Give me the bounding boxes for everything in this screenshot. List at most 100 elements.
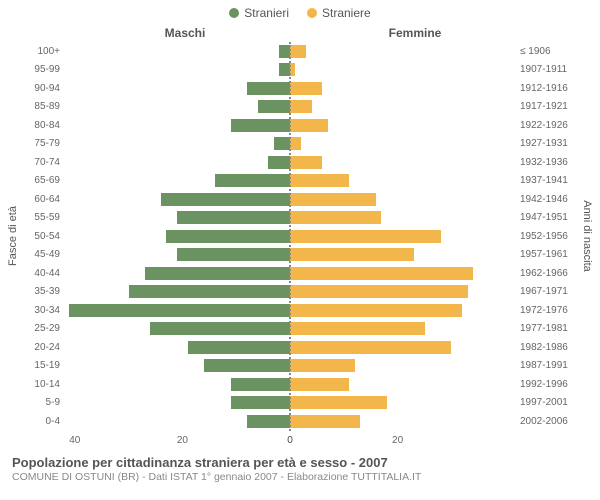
age-label: 5-9 [22,394,60,413]
bar-female [290,63,295,76]
age-label: 50-54 [22,227,60,246]
bar-female [290,322,425,335]
age-labels-column: 100+95-9990-9485-8980-8475-7970-7465-696… [22,42,64,431]
birth-year-label: 1962-1966 [520,264,578,283]
birth-year-label: 1967-1971 [520,283,578,302]
age-label: 55-59 [22,209,60,228]
bar-male [150,322,290,335]
bar-female [290,248,414,261]
age-label: 60-64 [22,190,60,209]
bar-female [290,193,376,206]
x-tick: 20 [177,435,188,446]
bar-female [290,304,462,317]
bar-male [231,119,290,132]
bar-male [145,267,290,280]
x-ticks-right: 0 20 [290,435,516,449]
age-label: 85-89 [22,98,60,117]
age-label: 0-4 [22,412,60,431]
bar-female [290,396,387,409]
bar-male [215,174,290,187]
age-label: 35-39 [22,283,60,302]
birth-year-label: 1937-1941 [520,172,578,191]
chart-footer: Popolazione per cittadinanza straniera p… [0,449,600,483]
birth-year-label: 1922-1926 [520,116,578,135]
bar-female [290,415,360,428]
age-label: 90-94 [22,79,60,98]
legend-swatch-male [229,8,239,18]
age-label: 10-14 [22,375,60,394]
chart-title: Popolazione per cittadinanza straniera p… [12,455,588,470]
bar-male [166,230,290,243]
bar-female [290,211,381,224]
birth-year-label: 1952-1956 [520,227,578,246]
birth-year-label: 1947-1951 [520,209,578,228]
age-label: 75-79 [22,135,60,154]
bar-male [279,45,290,58]
bar-male [231,378,290,391]
birth-year-label: 1942-1946 [520,190,578,209]
bar-male [279,63,290,76]
bar-male [188,341,290,354]
birth-year-label: 1907-1911 [520,61,578,80]
x-tick: 40 [69,435,80,446]
birth-year-label: 1957-1961 [520,246,578,265]
bar-female [290,341,451,354]
birth-year-label: 1932-1936 [520,153,578,172]
birth-year-label: 1972-1976 [520,301,578,320]
birth-year-label: 1977-1981 [520,320,578,339]
legend-swatch-female [307,8,317,18]
bar-female [290,45,306,58]
age-label: 40-44 [22,264,60,283]
bar-male [69,304,290,317]
bar-male [247,82,290,95]
birth-year-label: 1927-1931 [520,135,578,154]
age-label: 15-19 [22,357,60,376]
bar-male [129,285,290,298]
bar-female [290,359,355,372]
x-tick: 20 [392,435,403,446]
bar-male [177,211,290,224]
age-label: 65-69 [22,172,60,191]
pyramid-chart: Fasce di età 100+95-9990-9485-8980-8475-… [0,42,600,431]
birth-year-label: 1992-1996 [520,375,578,394]
birth-year-label: 1997-2001 [520,394,578,413]
legend-label-female: Straniere [322,6,371,20]
bar-female [290,267,473,280]
age-label: 25-29 [22,320,60,339]
header-female: Femmine [300,26,530,40]
bar-female [290,285,468,298]
age-label: 100+ [22,42,60,61]
bar-male [247,415,290,428]
bar-female [290,137,301,150]
legend-item-male: Stranieri [229,6,289,20]
bar-female [290,156,322,169]
chart-subtitle: COMUNE DI OSTUNI (BR) - Dati ISTAT 1° ge… [12,471,588,483]
y-axis-title-right: Anni di nascita [578,42,596,431]
bar-male [204,359,290,372]
column-headers: Maschi Femmine [0,20,600,42]
bars-female [290,42,516,431]
birth-year-labels-column: ≤ 19061907-19111912-19161917-19211922-19… [516,42,578,431]
legend: Stranieri Straniere [0,0,600,20]
bar-male [161,193,290,206]
x-axis: 40 20 0 0 20 [0,431,600,449]
age-label: 30-34 [22,301,60,320]
bars-male [64,42,290,431]
age-label: 45-49 [22,246,60,265]
birth-year-label: 2002-2006 [520,412,578,431]
age-label: 95-99 [22,61,60,80]
legend-item-female: Straniere [307,6,371,20]
birth-year-label: 1917-1921 [520,98,578,117]
bar-female [290,82,322,95]
birth-year-label: 1912-1916 [520,79,578,98]
x-ticks-left: 40 20 0 [64,435,290,449]
x-tick: 0 [287,435,293,446]
bar-female [290,378,349,391]
bar-female [290,230,441,243]
bar-female [290,119,328,132]
birth-year-label: 1987-1991 [520,357,578,376]
bar-female [290,100,312,113]
birth-year-label: ≤ 1906 [520,42,578,61]
bar-male [258,100,290,113]
bar-male [268,156,290,169]
